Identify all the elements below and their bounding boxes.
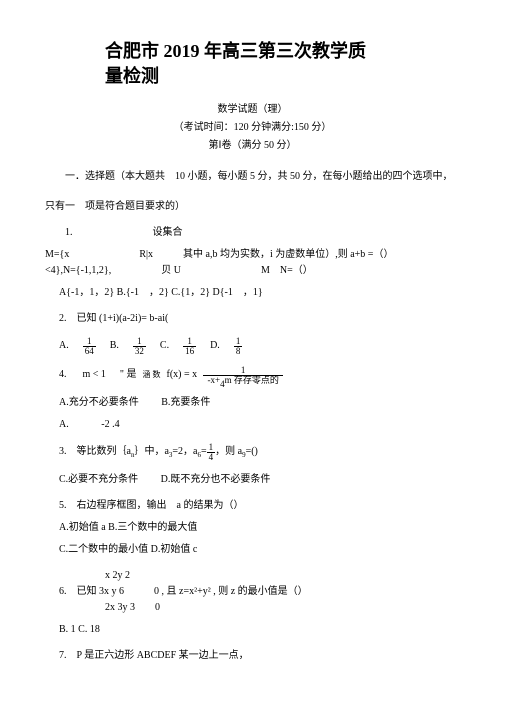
q3-f: 6 bbox=[197, 450, 201, 461]
q1-lead: 设集合 bbox=[153, 225, 183, 241]
q5-optA: A.初始值 a B.三个数中的最大值 bbox=[59, 520, 460, 536]
q3-c: ｝中，a bbox=[134, 444, 168, 460]
q4-shu: 数 bbox=[153, 370, 161, 379]
q3-i: 9 bbox=[242, 450, 246, 461]
q3-optC: C.必要不充分条件 bbox=[59, 474, 138, 485]
q4-nums: -2 .4 bbox=[101, 419, 119, 430]
q4-han: 涵 bbox=[143, 370, 151, 379]
q3-a: 3. 等比数列｛a bbox=[59, 444, 131, 460]
q1-n: <4},N={-1,1,2}, bbox=[45, 263, 111, 279]
q2-optB-label: B. bbox=[110, 338, 119, 354]
q1-rx: R|x bbox=[139, 247, 153, 263]
q3-e: =2，a bbox=[172, 444, 197, 460]
q6-c1: x 2y 2 bbox=[105, 568, 460, 584]
title-line1: 合肥市 2019 年高三第三次教学质 bbox=[105, 40, 460, 63]
q7-text: 7. P 是正六边形 ABCDEF 某一边上一点， bbox=[59, 648, 460, 664]
q1-desc: 其中 a,b 均为实数，i 为虚数单位）,则 a+b =（） bbox=[183, 247, 393, 263]
section-intro-a: 一．选择题（本大题共 10 小题，每小题 5 分，共 50 分，在每小题给出的四… bbox=[45, 169, 460, 185]
subject: 数学试题（理） bbox=[45, 101, 460, 119]
q6-line1: 6. 已知 3x y 6 0 , 且 z=x²+y² , 则 z 的最小值是（） bbox=[59, 584, 460, 600]
q2-optA-label: A. bbox=[59, 338, 69, 354]
part-label: 第Ⅰ卷（满分 50 分） bbox=[45, 137, 460, 155]
title-line2: 量检测 bbox=[105, 65, 460, 88]
q4-fx: f(x) = x bbox=[167, 367, 198, 383]
q3-h: ，则 a bbox=[215, 444, 242, 460]
q4-optA2: A. bbox=[59, 419, 69, 430]
q5-line1: 5. 右边程序框图，输出 a 的结果为（） bbox=[59, 498, 460, 514]
q4-quote: " 是 bbox=[120, 367, 137, 383]
q2-text: 2. 已知 (1+i)(a-2i)= b-ai( bbox=[59, 311, 460, 327]
exam-info: （考试时间：120 分钟满分:150 分） bbox=[45, 119, 460, 137]
q2-optC-label: C. bbox=[160, 338, 169, 354]
q4-cond: m < 1 bbox=[83, 367, 106, 383]
q1-bu: 贝 U bbox=[161, 263, 181, 279]
q1-options: A{-1，1，2} B.{-1 ，2} C.{1，2} D{-1 ，1} bbox=[59, 285, 460, 301]
q6-c2: 2x 3y 3 0 bbox=[105, 600, 460, 616]
q4-optB: B.充要条件 bbox=[161, 397, 210, 408]
q2-optA-frac: 164 bbox=[83, 337, 96, 356]
q3-j: =() bbox=[246, 444, 258, 460]
q3-b: n bbox=[131, 450, 135, 461]
q2-optD-frac: 18 bbox=[234, 337, 243, 356]
q2-optD-label: D. bbox=[210, 338, 220, 354]
q3-frac: 14 bbox=[207, 443, 216, 462]
q2-optC-frac: 116 bbox=[183, 337, 196, 356]
q4-frac: 1 -x+4m 存存零点的 bbox=[203, 366, 283, 385]
section-intro-b: 只有一 项是符合题目要求的） bbox=[45, 199, 460, 215]
q1-m: M={x bbox=[45, 247, 69, 263]
q4-num: 4. bbox=[59, 367, 67, 383]
q1-mn: M N=（） bbox=[261, 263, 313, 279]
q4-optA: A.充分不必要条件 bbox=[59, 397, 139, 408]
q2-optB-frac: 132 bbox=[133, 337, 146, 356]
q6-opts: B. 1 C. 18 bbox=[59, 622, 460, 638]
q1-num: 1. bbox=[65, 225, 73, 241]
q3-d: 3 bbox=[169, 450, 173, 461]
q3-optD: D.既不充分也不必要条件 bbox=[161, 474, 271, 485]
q5-optC: C.二个数中的最小值 D.初始值 c bbox=[59, 542, 460, 558]
